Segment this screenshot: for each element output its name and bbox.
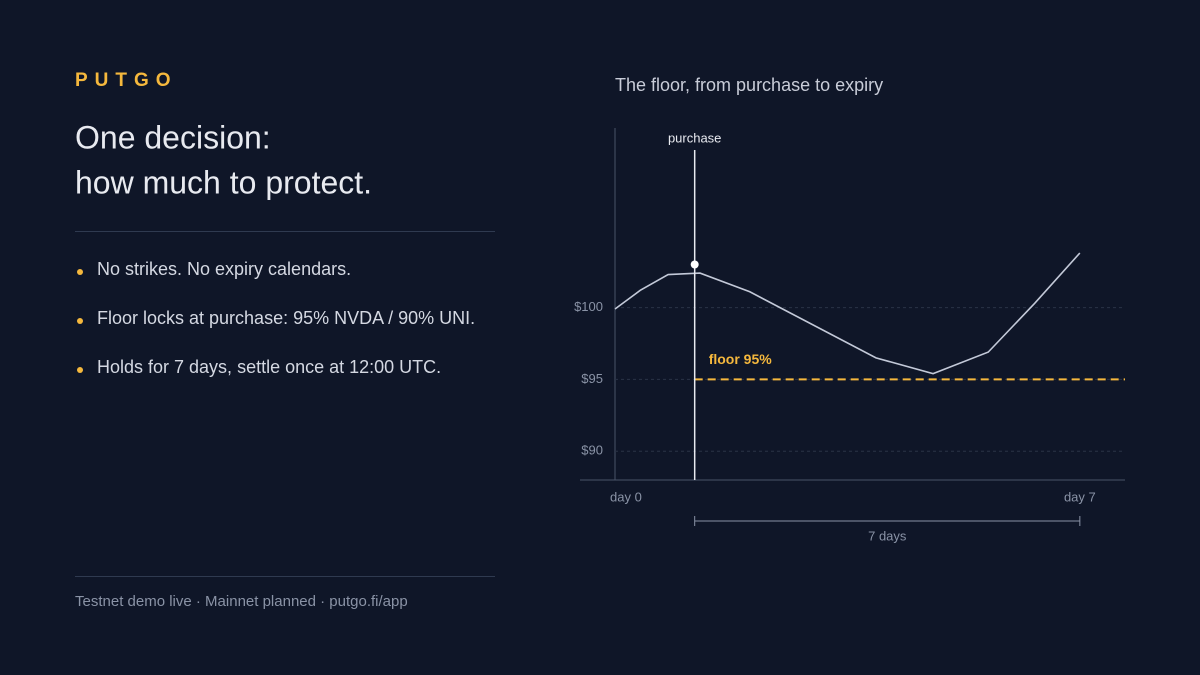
- y-tick-label: $100: [574, 299, 603, 314]
- price-line: [614, 252, 1081, 375]
- chart-title: The floor, from purchase to expiry: [615, 75, 883, 95]
- bullet: No strikes. No expiry calendars.: [97, 259, 351, 279]
- y-tick-label: $90: [581, 443, 603, 458]
- bullet-dot: [77, 269, 83, 275]
- headline: One decision:: [75, 119, 271, 155]
- purchase-label: purchase: [668, 130, 721, 145]
- x-tick-label: day 7: [1064, 489, 1096, 504]
- brand: PUTGO: [75, 70, 178, 91]
- y-tick-label: $95: [581, 371, 603, 386]
- purchase-dot: [690, 260, 699, 269]
- headline: how much to protect.: [75, 164, 372, 200]
- span-label: 7 days: [868, 528, 907, 543]
- floor-label: floor 95%: [709, 351, 773, 367]
- bullet-dot: [77, 367, 83, 373]
- bullet-dot: [77, 318, 83, 324]
- footer: Testnet demo live · Mainnet planned · pu…: [75, 593, 408, 610]
- bullet: Floor locks at purchase: 95% NVDA / 90% …: [97, 308, 475, 328]
- bullet: Holds for 7 days, settle once at 12:00 U…: [97, 357, 441, 377]
- x-tick-label: day 0: [610, 489, 642, 504]
